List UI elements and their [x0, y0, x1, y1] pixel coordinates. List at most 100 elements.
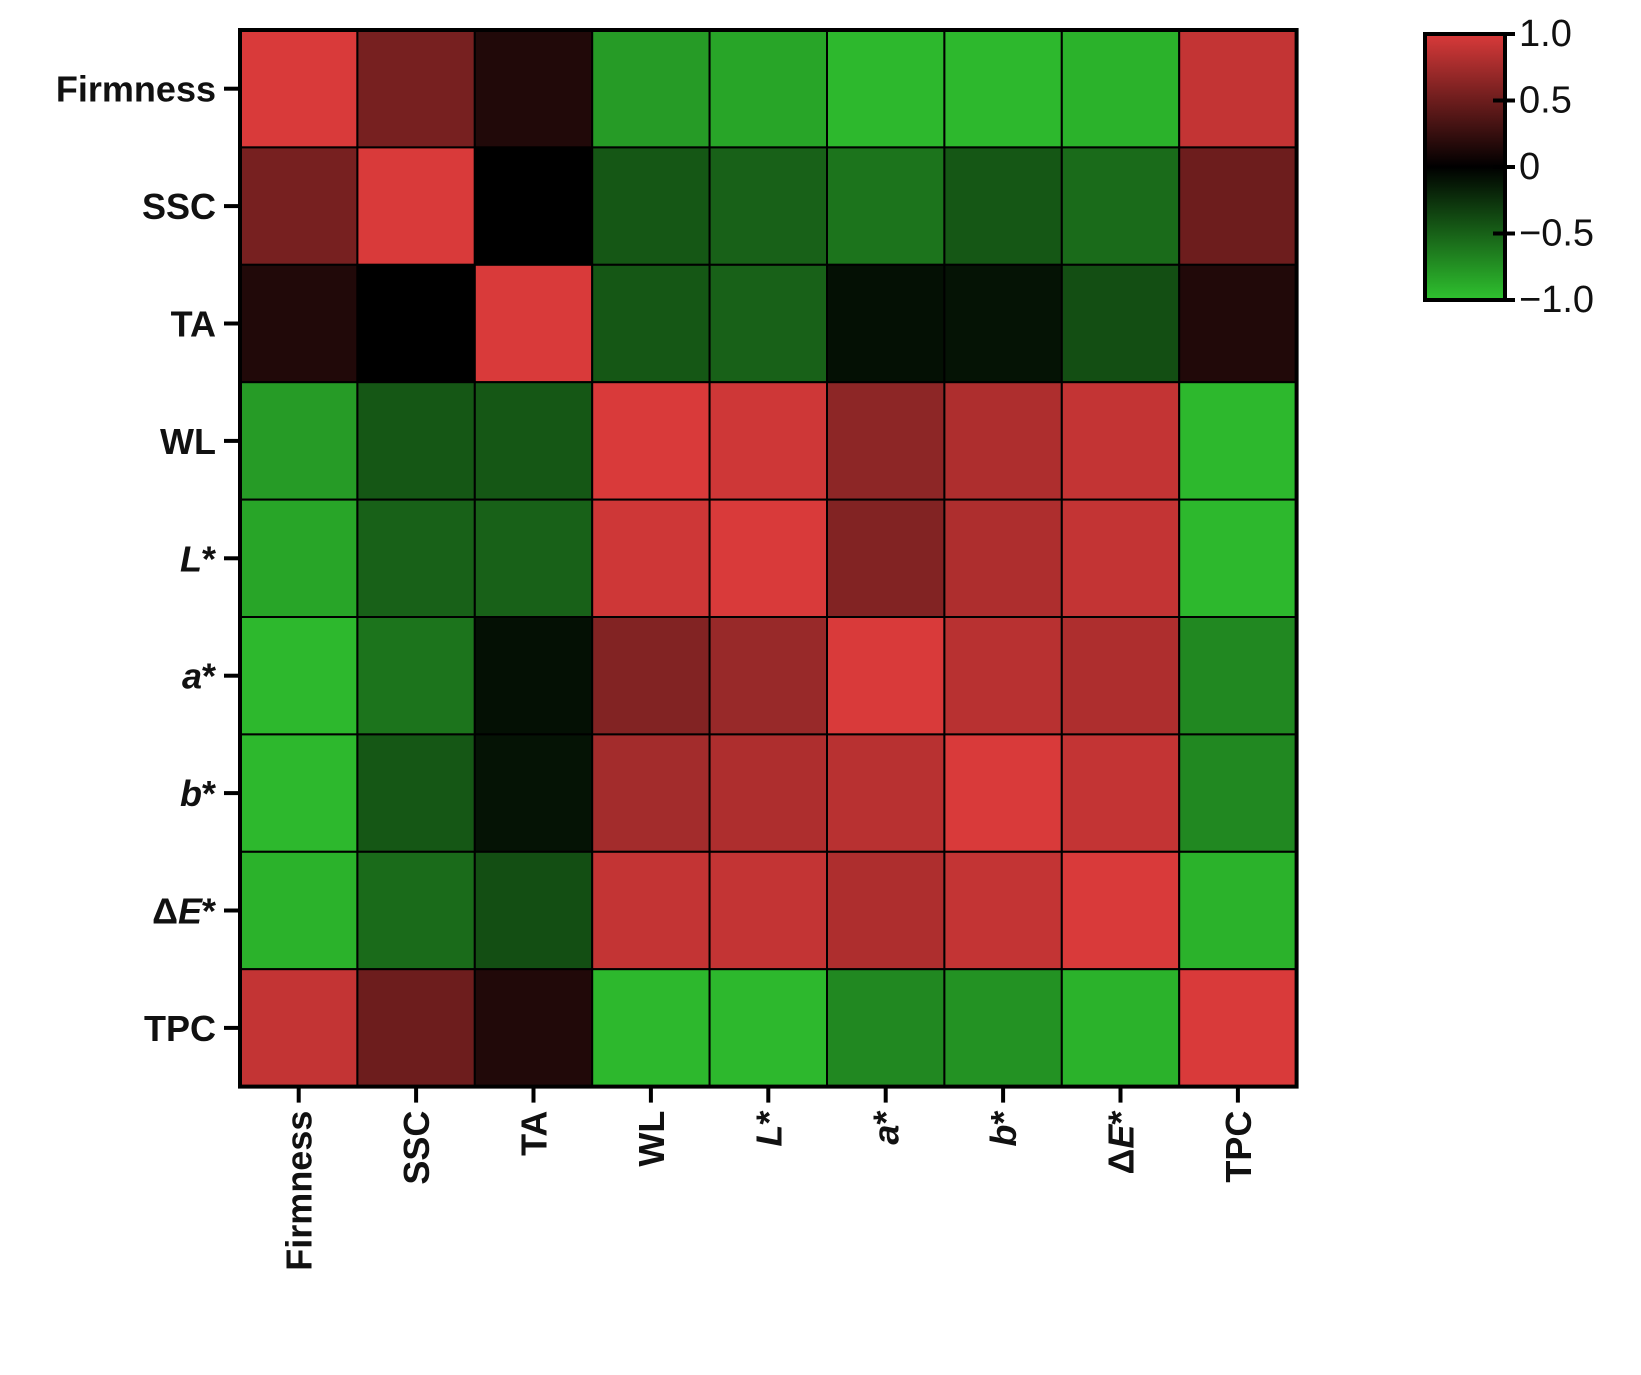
colorbar-ticks: 1.0 0.5 0 −0.5 −1.0: [1493, 13, 1594, 321]
y-tick-label-delta-e-star: ΔE*: [152, 890, 216, 931]
heatmap-cell-tpc-l-star: [708, 968, 828, 1088]
heatmap-cell-b-star-l-star: [708, 733, 828, 853]
heatmap-cell-firmness-ssc: [356, 29, 476, 149]
heatmap-cell-ta-a-star: [826, 263, 946, 384]
y-tick-label-l-star: L*: [180, 538, 216, 579]
x-tick-label-b-star: b*: [983, 1111, 1024, 1147]
heatmap-cell-b-star-wl: [591, 733, 711, 853]
heatmap-cell-tpc-delta-e-star: [1060, 968, 1181, 1088]
x-tick-label-a-star: a*: [865, 1111, 906, 1145]
heatmap-cell-ssc-tpc: [1178, 146, 1298, 266]
heatmap-cell-tpc-ssc: [356, 968, 476, 1088]
x-tick-label-l-star: L*: [748, 1111, 789, 1147]
heatmap-cell-tpc-ta: [473, 968, 594, 1088]
heatmap-cell-wl-a-star: [826, 381, 946, 501]
y-axis-labels: Firmness SSC TA WL L* a* b* ΔE* TPC: [56, 68, 240, 1048]
heatmap-cell-ssc-ssc: [356, 146, 476, 266]
heatmap-cell-ta-tpc: [1178, 263, 1298, 384]
heatmap-cell-ssc-a-star: [826, 146, 946, 266]
heatmap-cell-b-star-a-star: [826, 733, 946, 853]
y-tick-label-tpc: TPC: [144, 1007, 216, 1048]
heatmap-cell-b-star-ssc: [356, 733, 476, 853]
heatmap-cell-firmness-wl: [591, 29, 711, 149]
heatmap-cell-l-star-delta-e-star: [1060, 498, 1181, 619]
heatmap-cell-wl-l-star: [708, 381, 828, 501]
heatmap-cell-ta-ssc: [356, 263, 476, 384]
heatmap-cell-wl-b-star: [943, 381, 1063, 501]
heatmap-cell-firmness-a-star: [826, 29, 946, 149]
heatmap-cell-l-star-wl: [591, 498, 711, 619]
heatmap-cell-ssc-b-star: [943, 146, 1063, 266]
heatmap-cell-wl-ssc: [356, 381, 476, 501]
heatmap-cell-a-star-b-star: [943, 616, 1063, 736]
heatmap-cell-ssc-ta: [473, 146, 594, 266]
heatmap-cell-b-star-firmness: [239, 733, 359, 853]
heatmap-cell-a-star-a-star: [826, 616, 946, 736]
heatmap-cell-tpc-firmness: [239, 968, 359, 1088]
colorbar-tick-label: 1.0: [1519, 13, 1572, 55]
y-tick-label-wl: WL: [160, 420, 216, 461]
heatmap-cell-wl-delta-e-star: [1060, 381, 1181, 501]
y-tick-label-ta: TA: [171, 303, 216, 344]
heatmap-cell-a-star-tpc: [1178, 616, 1298, 736]
heatmap-cell-firmness-firmness: [239, 29, 359, 149]
heatmap-cell-delta-e-star-b-star: [943, 850, 1063, 971]
heatmap-cell-ta-delta-e-star: [1060, 263, 1181, 384]
colorbar-tick-label: 0: [1519, 146, 1540, 188]
heatmap-cell-wl-wl: [591, 381, 711, 501]
heatmap-cell-b-star-b-star: [943, 733, 1063, 853]
heatmap-cell-delta-e-star-delta-e-star: [1060, 850, 1181, 971]
heatmap-cell-b-star-tpc: [1178, 733, 1298, 853]
heatmap-cell-delta-e-star-a-star: [826, 850, 946, 971]
heatmap-cell-l-star-tpc: [1178, 498, 1298, 619]
heatmap-cell-delta-e-star-tpc: [1178, 850, 1298, 971]
heatmap-cell-ta-ta: [473, 263, 594, 384]
heatmap-cell-ta-b-star: [943, 263, 1063, 384]
heatmap-cell-ta-firmness: [239, 263, 359, 384]
x-tick-label-delta-e-star: ΔE*: [1100, 1111, 1141, 1175]
heatmap-cell-wl-firmness: [239, 381, 359, 501]
heatmap-cell-a-star-l-star: [708, 616, 828, 736]
heatmap-cell-delta-e-star-ssc: [356, 850, 476, 971]
heatmap-cell-ta-wl: [591, 263, 711, 384]
heatmap-cell-delta-e-star-l-star: [708, 850, 828, 971]
heatmap-cell-b-star-delta-e-star: [1060, 733, 1181, 853]
x-tick-label-ssc: SSC: [396, 1111, 437, 1185]
heatmap-cell-delta-e-star-wl: [591, 850, 711, 971]
heatmap-cell-ssc-delta-e-star: [1060, 146, 1181, 266]
colorbar-tick-label: −0.5: [1519, 213, 1594, 255]
heatmap-cell-delta-e-star-firmness: [239, 850, 359, 971]
heatmap-cell-a-star-ssc: [356, 616, 476, 736]
heatmap-cell-firmness-b-star: [943, 29, 1063, 149]
heatmap-cell-wl-ta: [473, 381, 594, 501]
heatmap-cell-a-star-firmness: [239, 616, 359, 736]
y-tick-label-a-star: a*: [182, 655, 216, 696]
colorbar-tick-label: 0.5: [1519, 80, 1572, 122]
y-tick-label-b-star: b*: [180, 773, 216, 814]
heatmap-cell-ta-l-star: [708, 263, 828, 384]
colorbar-tick-label: −1.0: [1519, 279, 1594, 321]
heatmap-cell-l-star-a-star: [826, 498, 946, 619]
heatmap-cells: [239, 29, 1298, 1088]
heatmap-cell-wl-tpc: [1178, 381, 1298, 501]
heatmap-cell-ssc-wl: [591, 146, 711, 266]
x-tick-label-ta: TA: [513, 1111, 554, 1156]
heatmap-cell-firmness-ta: [473, 29, 594, 149]
heatmap-cell-tpc-wl: [591, 968, 711, 1088]
x-tick-label-firmness: Firmness: [278, 1111, 319, 1271]
heatmap-cell-a-star-delta-e-star: [1060, 616, 1181, 736]
heatmap-cell-ssc-l-star: [708, 146, 828, 266]
heatmap-cell-l-star-ssc: [356, 498, 476, 619]
x-axis-labels: Firmness SSC TA WL L* a* b* ΔE* TPC: [278, 1086, 1258, 1271]
x-tick-label-wl: WL: [630, 1111, 671, 1167]
heatmap-cell-delta-e-star-ta: [473, 850, 594, 971]
heatmap-cell-tpc-tpc: [1178, 968, 1298, 1088]
y-tick-label-ssc: SSC: [142, 186, 216, 227]
heatmap-cell-a-star-ta: [473, 616, 594, 736]
heatmap-cell-firmness-tpc: [1178, 29, 1298, 149]
heatmap-cell-ssc-firmness: [239, 146, 359, 266]
heatmap-cell-firmness-delta-e-star: [1060, 29, 1181, 149]
y-tick-label-firmness: Firmness: [56, 68, 216, 109]
x-tick-label-tpc: TPC: [1217, 1111, 1258, 1183]
